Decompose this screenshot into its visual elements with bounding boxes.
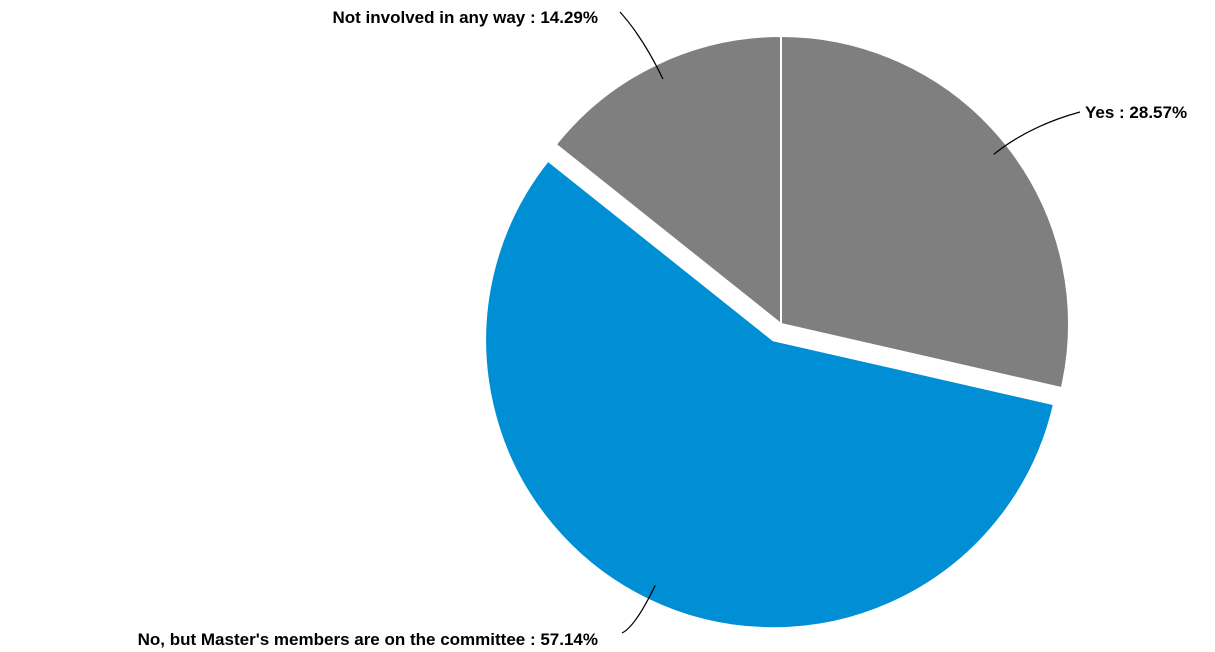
leader-line-yes xyxy=(993,111,1081,155)
slice-labels: Yes : 28.57% No, but Master's members ar… xyxy=(138,8,1187,649)
leader-lines xyxy=(619,11,1081,634)
slice-label-no-but-masters-members: No, but Master's members are on the comm… xyxy=(138,630,598,649)
leader-line-no-but-masters-members xyxy=(621,585,656,634)
leader-line-not-involved xyxy=(619,11,664,80)
slice-yes xyxy=(780,34,1070,390)
slice-label-yes: Yes : 28.57% xyxy=(1085,103,1187,122)
slice-label-not-involved: Not involved in any way : 14.29% xyxy=(333,8,598,27)
pie-slices xyxy=(484,34,1070,630)
